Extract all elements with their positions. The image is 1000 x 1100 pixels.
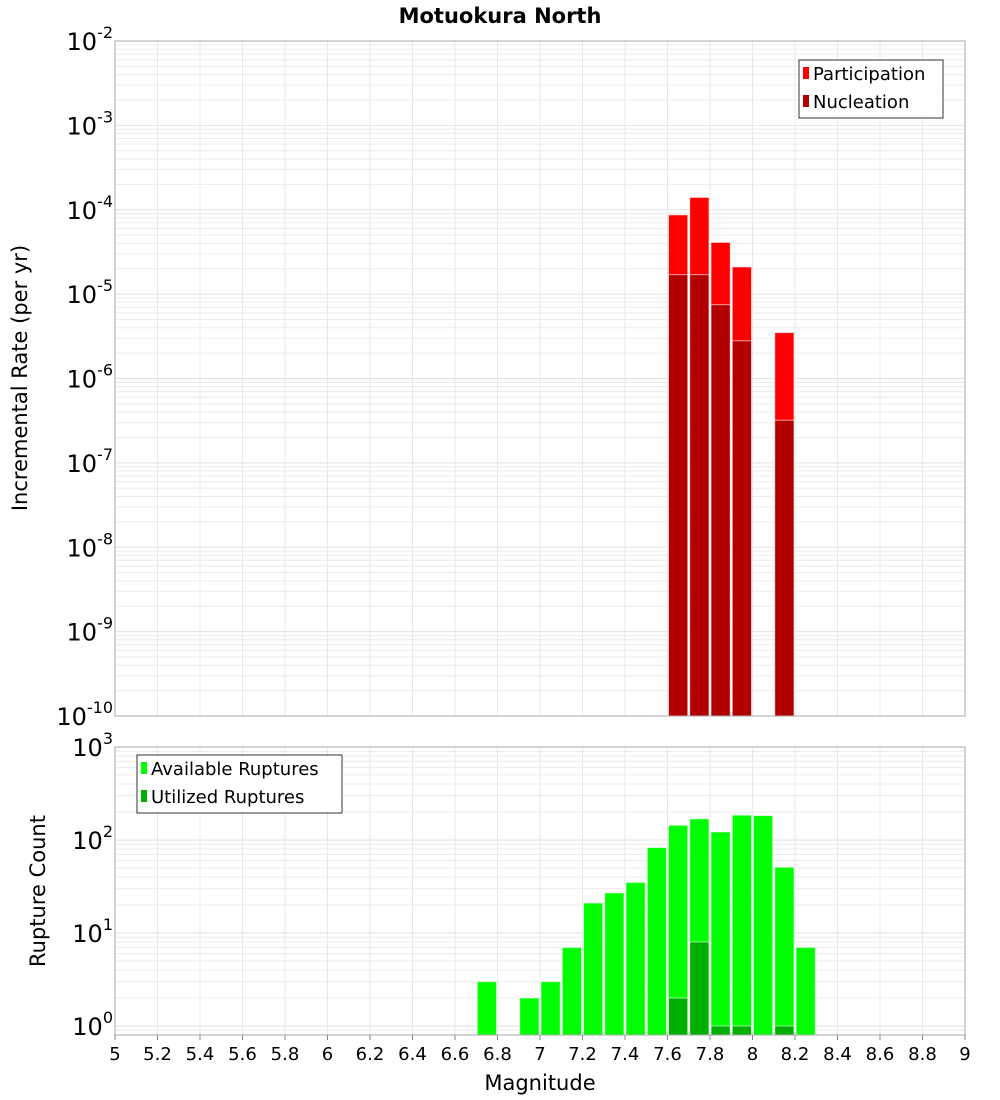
y-tick-label: 10-9 xyxy=(67,614,114,647)
bar-available-ruptures xyxy=(476,981,497,1036)
legend-swatch xyxy=(803,95,809,107)
x-tick-label: 7.4 xyxy=(611,1044,640,1065)
y-tick-label: 101 xyxy=(72,915,113,948)
y-tick-label: 103 xyxy=(72,729,113,762)
bar-available-ruptures xyxy=(710,831,731,1036)
legend-swatch xyxy=(141,790,147,802)
x-tick-label: 5 xyxy=(109,1044,120,1065)
legend-swatch xyxy=(141,762,147,774)
bar-available-ruptures xyxy=(795,946,816,1036)
legend-label: Utilized Ruptures xyxy=(151,787,304,808)
x-tick-label: 6.2 xyxy=(356,1044,385,1065)
bar-available-ruptures xyxy=(604,892,625,1036)
x-tick-label: 8.8 xyxy=(908,1044,937,1065)
y-tick-label: 10-3 xyxy=(67,107,114,140)
bar-available-ruptures xyxy=(583,902,604,1036)
chart-title: Motuokura North xyxy=(399,4,602,28)
x-tick-label: 5.4 xyxy=(186,1044,215,1065)
bar-utilized-ruptures xyxy=(731,1025,752,1036)
bar-nucleation xyxy=(774,419,795,717)
y-tick-label: 100 xyxy=(72,1008,113,1041)
bar-utilized-ruptures xyxy=(710,1025,731,1036)
legend-label: Available Ruptures xyxy=(151,759,319,780)
x-tick-label: 9 xyxy=(959,1044,970,1065)
bar-nucleation xyxy=(710,304,731,717)
x-tick-label: 7 xyxy=(534,1044,545,1065)
bar-available-ruptures xyxy=(646,847,667,1036)
top-y-axis-label: Incremental Rate (per yr) xyxy=(8,245,32,511)
bar-nucleation xyxy=(689,274,710,717)
bar-available-ruptures xyxy=(753,815,774,1036)
bar-available-ruptures xyxy=(540,981,561,1036)
x-tick-label: 8.2 xyxy=(781,1044,810,1065)
bar-available-ruptures xyxy=(519,997,540,1036)
bar-available-ruptures xyxy=(731,814,752,1036)
y-tick-label: 10-6 xyxy=(67,361,114,394)
x-tick-label: 6.4 xyxy=(398,1044,427,1065)
y-tick-label: 10-7 xyxy=(67,445,114,478)
x-tick-label: 5.2 xyxy=(143,1044,172,1065)
x-tick-label: 6.8 xyxy=(483,1044,512,1065)
legend-box xyxy=(798,59,944,119)
legend-swatch xyxy=(803,67,809,79)
x-tick-label: 5.6 xyxy=(228,1044,257,1065)
bar-nucleation xyxy=(731,340,752,717)
x-tick-label: 7.6 xyxy=(653,1044,682,1065)
bottom-y-axis-label: Rupture Count xyxy=(26,815,50,967)
bar-utilized-ruptures xyxy=(774,1025,795,1036)
legend-box xyxy=(136,754,343,814)
bar-available-ruptures xyxy=(774,866,795,1036)
x-axis-label: Magnitude xyxy=(484,1071,595,1095)
x-tick-label: 8.4 xyxy=(823,1044,852,1065)
x-tick-label: 5.8 xyxy=(271,1044,300,1065)
x-tick-label: 6.6 xyxy=(441,1044,470,1065)
x-tick-label: 8.6 xyxy=(866,1044,895,1065)
bar-utilized-ruptures xyxy=(689,941,710,1036)
legend-label: Nucleation xyxy=(813,92,909,113)
bar-available-ruptures xyxy=(561,946,582,1036)
x-tick-label: 8 xyxy=(747,1044,758,1065)
y-tick-label: 10-2 xyxy=(67,23,114,56)
bar-utilized-ruptures xyxy=(668,997,689,1036)
bar-available-ruptures xyxy=(625,881,646,1036)
y-tick-label: 102 xyxy=(72,822,113,855)
y-tick-label: 10-4 xyxy=(67,192,114,225)
y-tick-label: 10-5 xyxy=(67,276,114,309)
legend-label: Participation xyxy=(813,64,925,85)
x-tick-label: 6 xyxy=(322,1044,333,1065)
y-tick-label: 10-8 xyxy=(67,529,114,562)
bar-nucleation xyxy=(668,274,689,717)
legend: Available Ruptures Utilized Ruptures xyxy=(136,754,343,814)
x-tick-label: 7.2 xyxy=(568,1044,597,1065)
y-tick-label: 10-10 xyxy=(56,698,113,731)
plot-border xyxy=(114,40,966,717)
x-tick-label: 7.8 xyxy=(696,1044,725,1065)
legend: Participation Nucleation xyxy=(798,59,944,119)
